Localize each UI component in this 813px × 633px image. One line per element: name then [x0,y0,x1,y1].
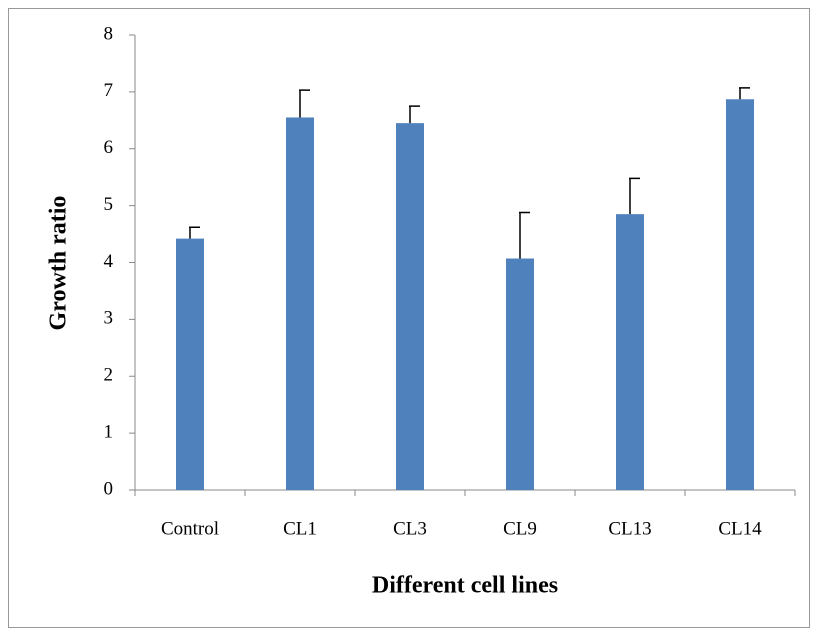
x-tick-label: CL14 [718,518,762,539]
error-bar [739,87,750,100]
y-tick-label: 2 [104,365,114,386]
bar [726,99,754,491]
y-tick-label: 3 [104,308,114,329]
bar [616,214,644,490]
bar [396,123,424,490]
x-tick-label: CL1 [283,518,317,539]
bar [176,238,204,490]
y-tick-label: 5 [104,194,114,215]
y-tick-label: 0 [104,478,114,499]
x-tick-label: CL3 [393,518,427,539]
y-tick-label: 6 [104,137,114,158]
bar [286,117,314,490]
error-bar [299,89,310,118]
error-bar [189,226,200,239]
bar [506,258,534,490]
y-tick-label: 8 [104,23,114,44]
x-tick-label: CL9 [503,518,537,539]
x-axis-title: Different cell lines [372,573,558,599]
y-tick-label: 7 [104,80,114,101]
error-bar [409,105,420,124]
y-tick-label: 1 [104,421,114,442]
x-tick-label: CL13 [608,518,651,539]
y-axis-title: Growth ratio [46,196,72,331]
error-bar [629,177,640,215]
x-tick-label: Control [161,518,219,539]
error-bar [519,211,530,259]
y-tick-label: 4 [104,251,114,272]
